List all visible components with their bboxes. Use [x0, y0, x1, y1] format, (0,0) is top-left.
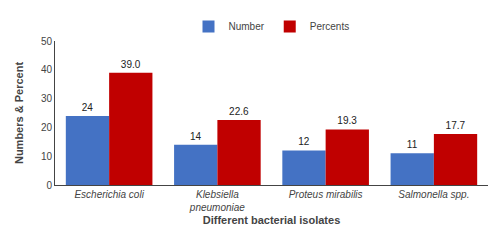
svg-text:Number: Number	[229, 21, 265, 32]
svg-text:Different bacterial isolates: Different bacterial isolates	[203, 214, 341, 226]
svg-text:Escherichia coli: Escherichia coli	[74, 189, 144, 200]
svg-text:14: 14	[190, 131, 202, 142]
svg-text:22.6: 22.6	[229, 106, 249, 117]
svg-text:Percents: Percents	[310, 21, 349, 32]
svg-text:20: 20	[41, 122, 53, 133]
svg-text:19.3: 19.3	[337, 115, 357, 126]
svg-text:39.0: 39.0	[121, 59, 141, 70]
svg-text:Salmonella spp.: Salmonella spp.	[398, 189, 469, 200]
svg-text:Klebsiellapneumoniae: Klebsiellapneumoniae	[189, 189, 245, 213]
svg-text:24: 24	[82, 102, 94, 113]
svg-text:17.7: 17.7	[446, 120, 466, 131]
svg-text:30: 30	[41, 93, 53, 104]
svg-text:Numbers & Percent: Numbers & Percent	[13, 62, 25, 164]
svg-text:50: 50	[41, 36, 53, 47]
svg-text:12: 12	[298, 136, 310, 147]
svg-text:11: 11	[407, 139, 418, 150]
svg-text:Proteus mirabilis: Proteus mirabilis	[289, 189, 363, 200]
svg-text:10: 10	[41, 151, 53, 162]
svg-text:40: 40	[41, 64, 53, 75]
svg-text:0: 0	[46, 180, 52, 191]
